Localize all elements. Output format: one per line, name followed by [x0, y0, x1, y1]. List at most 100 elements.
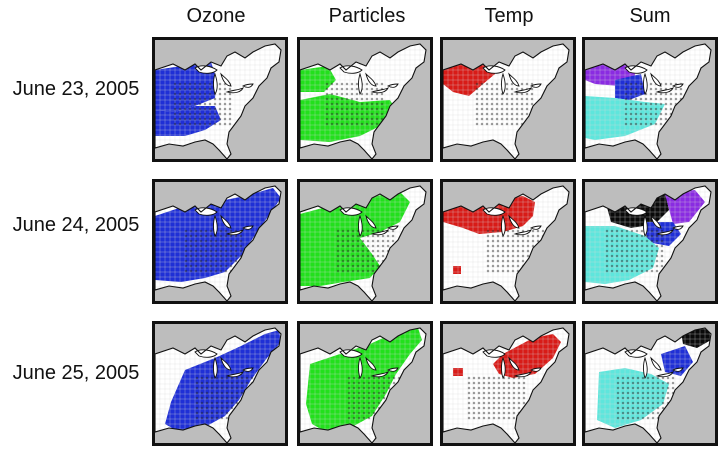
map-svg: [300, 40, 430, 159]
great-lake: [339, 65, 363, 74]
great-lake: [241, 367, 254, 372]
map-svg: [585, 324, 715, 443]
row-label-june-24: June 24, 2005: [12, 214, 140, 236]
great-lake: [225, 228, 245, 236]
exceedance-region-temp: [453, 266, 461, 274]
great-lake: [529, 367, 542, 372]
great-lake: [386, 225, 399, 230]
great-lake: [501, 214, 506, 238]
coastline: [300, 185, 427, 301]
great-lake: [655, 86, 675, 94]
coastline: [300, 43, 427, 159]
great-lake: [220, 356, 232, 371]
great-lake: [220, 214, 232, 229]
great-lake: [213, 72, 218, 96]
exceedance-region-ozone: [165, 330, 281, 432]
map-panel-particles-june-25: [297, 321, 433, 446]
map-panel-sum-june-23: [582, 37, 718, 162]
coastline: [300, 327, 427, 443]
great-lake: [508, 356, 520, 371]
great-lake: [241, 83, 254, 88]
great-lake: [508, 72, 520, 87]
great-lake: [241, 225, 254, 230]
map-svg: [443, 40, 573, 159]
coastline: [443, 43, 570, 159]
grid-cross-markers: [336, 229, 395, 273]
great-lake: [643, 72, 648, 96]
great-lake: [513, 228, 533, 236]
map-panel-particles-june-23: [297, 37, 433, 162]
exceedance-region-ozone: [155, 62, 217, 112]
row-label-june-23: June 23, 2005: [12, 78, 140, 100]
great-lake: [386, 83, 399, 88]
great-lake: [370, 370, 390, 378]
map-panel-ozone-june-23: [152, 37, 288, 162]
map-svg: [585, 40, 715, 159]
great-lake: [365, 356, 377, 371]
great-lake: [650, 72, 662, 87]
great-lake: [643, 356, 648, 380]
great-lake: [194, 207, 218, 216]
exceedance-region-ozone: [155, 106, 221, 136]
row-label-june-25: June 25, 2005: [12, 362, 140, 384]
grid-cross-markers: [173, 82, 232, 126]
great-lake: [365, 214, 377, 229]
grid-cross-markers: [475, 82, 534, 126]
great-lake: [529, 225, 542, 230]
great-lake: [358, 72, 363, 96]
column-header-temp: Temp: [484, 5, 534, 27]
great-lake: [650, 214, 662, 229]
map-panel-temp-june-24: [440, 179, 576, 304]
column-header-ozone: Ozone: [186, 5, 246, 27]
great-lake: [213, 356, 218, 380]
coastline: [155, 43, 282, 159]
coastline: [585, 43, 712, 159]
great-lake: [501, 356, 506, 380]
map-panel-temp-june-23: [440, 37, 576, 162]
great-lake: [671, 367, 684, 372]
great-lake: [339, 207, 363, 216]
coastline: [155, 185, 282, 301]
great-lake: [529, 83, 542, 88]
great-lake: [370, 228, 390, 236]
great-lake: [213, 214, 218, 238]
column-header-sum: Sum: [629, 5, 671, 27]
exceedance-region-temp: [443, 58, 495, 96]
map-panel-temp-june-25: [440, 321, 576, 446]
great-lake: [194, 65, 218, 74]
coastline: [443, 327, 570, 443]
great-lake: [194, 349, 218, 358]
map-svg: [300, 324, 430, 443]
map-panel-particles-june-24: [297, 179, 433, 304]
map-svg: [300, 182, 430, 301]
map-svg: [585, 182, 715, 301]
great-lake: [482, 349, 506, 358]
coastline: [155, 327, 282, 443]
great-lake: [624, 65, 648, 74]
great-lake: [365, 72, 377, 87]
great-lake: [370, 86, 390, 94]
map-svg: [155, 324, 285, 443]
great-lake: [386, 367, 399, 372]
great-lake: [482, 207, 506, 216]
column-header-particles: Particles: [328, 5, 406, 27]
great-lake: [671, 83, 684, 88]
exceedance-region-temp: [493, 334, 561, 378]
great-lake: [643, 214, 648, 238]
grid-cross-markers: [467, 376, 526, 420]
coastline: [585, 327, 712, 443]
grid-cross-markers: [605, 229, 664, 273]
great-lake: [358, 214, 363, 238]
map-svg: [443, 182, 573, 301]
great-lake: [655, 370, 675, 378]
great-lake: [624, 349, 648, 358]
great-lake: [624, 207, 648, 216]
map-panel-ozone-june-25: [152, 321, 288, 446]
great-lake: [671, 225, 684, 230]
great-lake: [655, 228, 675, 236]
great-lake: [225, 370, 245, 378]
coastline: [443, 185, 570, 301]
exceedance-region-particles: [300, 66, 336, 92]
great-lake: [513, 370, 533, 378]
